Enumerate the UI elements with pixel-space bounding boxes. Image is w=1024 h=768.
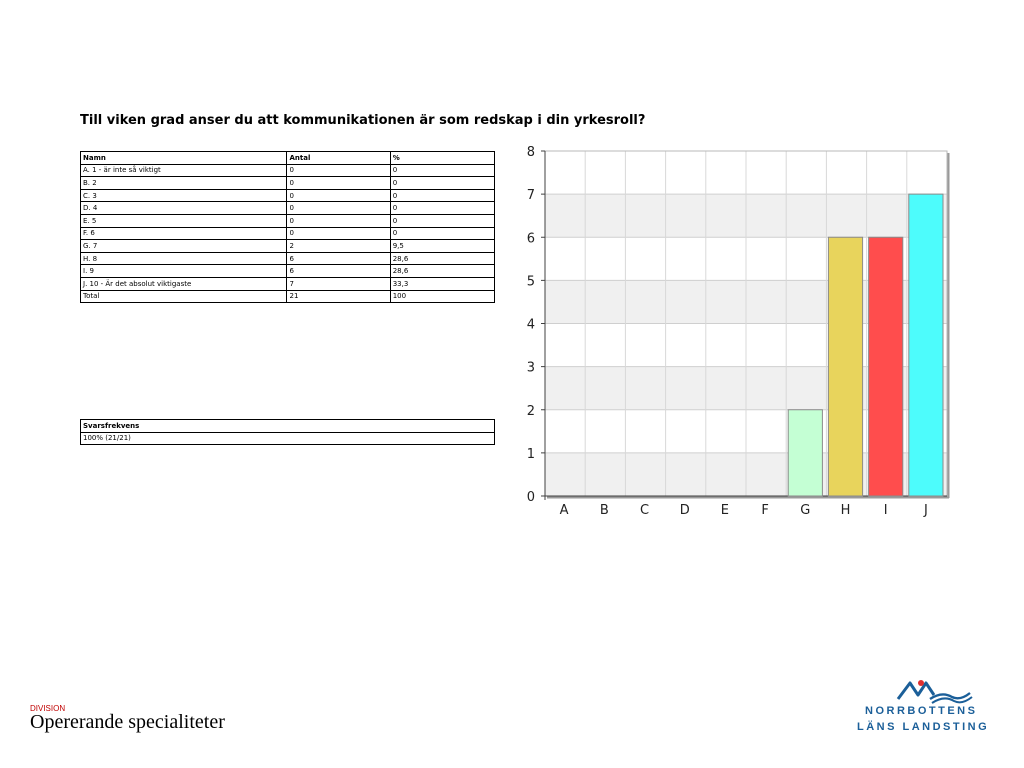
x-tick-label: E bbox=[721, 503, 729, 518]
frequency-value-row: 100% (21/21) bbox=[80, 431, 495, 446]
results-header-row: Namn Antal % bbox=[79, 151, 496, 165]
x-tick-label: A bbox=[560, 503, 569, 518]
y-tick-label: 2 bbox=[527, 404, 535, 419]
x-tick-label: B bbox=[600, 503, 609, 518]
bar-h bbox=[827, 236, 864, 497]
row-cell-namn: Total bbox=[79, 289, 288, 304]
y-tick-label: 4 bbox=[527, 318, 535, 333]
x-tick-label: F bbox=[761, 503, 768, 518]
y-tick-label: 7 bbox=[527, 188, 535, 203]
question-title: Till viken grad anser du att kommunikati… bbox=[80, 113, 646, 128]
row-cell-percent: 100 bbox=[389, 289, 496, 304]
results-table: Namn Antal % A. 1 - är inte så viktigt 0 0… bbox=[79, 151, 496, 304]
y-tick-label: 5 bbox=[527, 274, 535, 289]
logo-text-line2: LÄNS LANDSTING bbox=[857, 721, 990, 733]
y-tick-label: 1 bbox=[527, 447, 535, 462]
y-tick-label: 0 bbox=[527, 490, 535, 505]
response-frequency-table: Svarsfrekvens 100% (21/21) bbox=[80, 419, 495, 446]
division-name: Opererande specialiteter bbox=[30, 711, 225, 733]
bar-i bbox=[868, 236, 904, 497]
bar-g bbox=[787, 409, 823, 497]
bar-j bbox=[908, 193, 944, 497]
x-tick-label: C bbox=[640, 503, 649, 518]
y-tick-label: 6 bbox=[527, 231, 535, 246]
logo-text-line1: NORRBOTTENS bbox=[865, 705, 978, 717]
division-label: DIVISION bbox=[30, 704, 66, 713]
x-tick-label: D bbox=[680, 503, 690, 518]
y-tick-label: 3 bbox=[527, 361, 535, 376]
results-row: I. 9 6 28,6 bbox=[79, 264, 496, 278]
x-tick-label: G bbox=[800, 503, 810, 518]
results-row: J. 10 - Är det absolut viktigaste 7 33,3 bbox=[79, 276, 496, 291]
y-tick-label: 8 bbox=[527, 145, 535, 160]
frequency-value: 100% (21/21) bbox=[80, 431, 495, 446]
x-tick-label: I bbox=[884, 503, 888, 518]
x-tick-label: J bbox=[923, 503, 928, 518]
results-row: H. 8 6 28,6 bbox=[79, 251, 496, 266]
logo-mark-icon bbox=[896, 680, 973, 704]
row-cell-antal: 21 bbox=[286, 289, 391, 304]
results-row: Total 21 100 bbox=[79, 289, 496, 304]
norrbottens-logo: NORRBOTTENS LÄNS LANDSTING bbox=[852, 678, 997, 738]
x-tick-label: H bbox=[841, 503, 851, 518]
